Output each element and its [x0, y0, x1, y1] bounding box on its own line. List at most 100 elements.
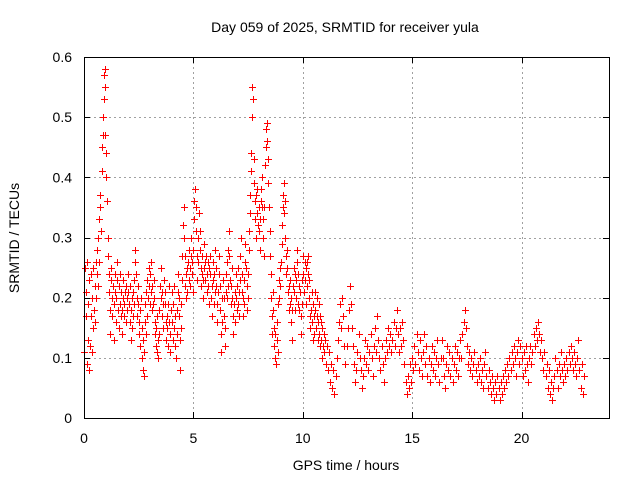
x-tick-label: 0 — [80, 430, 88, 446]
data-point — [541, 349, 548, 356]
data-point — [276, 295, 283, 302]
data-point — [163, 337, 170, 344]
data-point — [410, 367, 417, 374]
grid-lines — [84, 57, 609, 418]
data-point — [374, 313, 381, 320]
data-point — [113, 319, 120, 326]
data-point — [85, 337, 92, 344]
data-point — [551, 373, 558, 380]
data-point — [561, 361, 568, 368]
y-axis-title: SRMTID / TECUs — [6, 183, 22, 293]
data-point — [293, 277, 300, 284]
data-point — [359, 385, 366, 392]
data-point — [97, 192, 104, 199]
data-point — [444, 343, 451, 350]
data-point — [443, 361, 450, 368]
data-point — [573, 373, 580, 380]
data-point — [251, 180, 258, 187]
data-point — [372, 325, 379, 332]
data-point — [405, 373, 412, 380]
data-point — [459, 331, 466, 338]
data-point — [304, 283, 311, 290]
data-point — [442, 385, 449, 392]
data-point — [98, 228, 105, 235]
data-point — [174, 331, 181, 338]
data-point — [87, 343, 94, 350]
data-point — [169, 289, 176, 296]
data-point — [344, 343, 351, 350]
data-point — [139, 355, 146, 362]
data-point — [249, 114, 256, 121]
data-point — [204, 289, 211, 296]
data-point — [558, 349, 565, 356]
data-point — [92, 319, 99, 326]
data-point — [383, 337, 390, 344]
data-point — [275, 349, 282, 356]
data-point — [404, 391, 411, 398]
data-point — [252, 198, 259, 205]
data-point — [318, 319, 325, 326]
data-point — [107, 307, 114, 314]
data-point — [108, 277, 115, 284]
data-point — [271, 325, 278, 332]
data-point — [97, 204, 104, 211]
data-point — [365, 367, 372, 374]
data-point — [193, 204, 200, 211]
data-point — [175, 271, 182, 278]
data-point — [349, 325, 356, 332]
data-point — [354, 349, 361, 356]
data-point — [101, 96, 108, 103]
data-point — [493, 391, 500, 398]
data-point — [129, 325, 136, 332]
data-point — [400, 337, 407, 344]
data-point — [517, 343, 524, 350]
data-point — [310, 301, 317, 308]
data-point — [108, 265, 115, 272]
data-point — [245, 271, 252, 278]
data-point — [188, 235, 195, 242]
data-point — [499, 391, 506, 398]
data-point — [102, 66, 109, 73]
data-point — [167, 331, 174, 338]
data-point — [291, 289, 298, 296]
data-point — [337, 301, 344, 308]
data-point — [180, 222, 187, 229]
data-point — [153, 325, 160, 332]
data-point — [99, 144, 106, 151]
data-point — [105, 235, 112, 242]
data-point — [255, 222, 262, 229]
data-point — [512, 355, 519, 362]
data-point — [242, 241, 249, 248]
data-point — [572, 361, 579, 368]
data-point — [171, 325, 178, 332]
data-point — [379, 343, 386, 350]
data-point — [317, 313, 324, 320]
data-point — [282, 198, 289, 205]
data-point — [172, 343, 179, 350]
data-point — [171, 283, 178, 290]
data-point — [84, 361, 91, 368]
data-point — [194, 277, 201, 284]
data-point — [246, 228, 253, 235]
data-point — [451, 361, 458, 368]
data-point — [128, 337, 135, 344]
data-point — [321, 331, 328, 338]
data-point — [306, 295, 313, 302]
data-point — [218, 331, 225, 338]
data-point — [481, 361, 488, 368]
data-point — [309, 319, 316, 326]
data-point — [289, 337, 296, 344]
data-point — [468, 355, 475, 362]
data-point — [200, 295, 207, 302]
data-point — [206, 265, 213, 272]
data-point — [134, 313, 141, 320]
data-point — [288, 319, 295, 326]
data-point — [250, 96, 257, 103]
data-point — [201, 241, 208, 248]
data-point — [182, 253, 189, 260]
data-point — [316, 301, 323, 308]
data-point — [482, 349, 489, 356]
data-point — [394, 307, 401, 314]
data-point — [329, 385, 336, 392]
data-point — [375, 337, 382, 344]
